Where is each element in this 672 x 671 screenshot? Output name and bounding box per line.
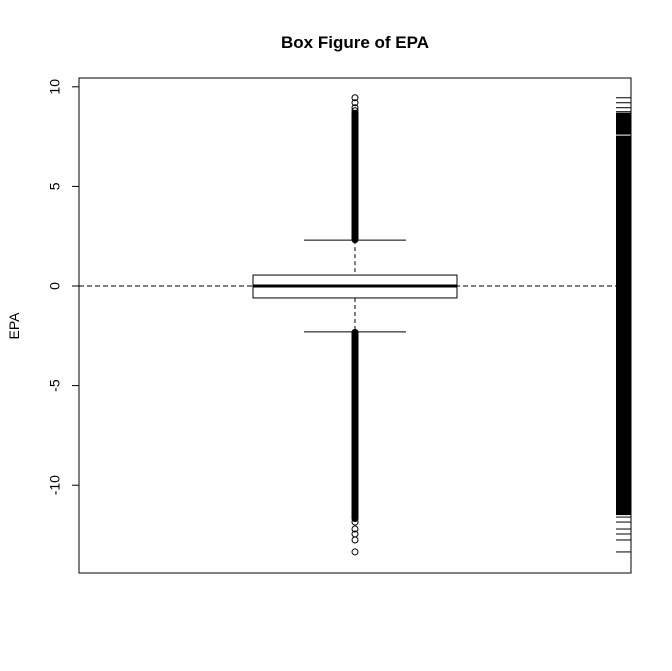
outlier-point bbox=[351, 94, 359, 102]
box-layer bbox=[252, 239, 458, 333]
y-tick-label: 5 bbox=[47, 182, 63, 190]
outlier-point bbox=[351, 104, 359, 112]
outlier-band bbox=[351, 109, 359, 244]
outlier-point bbox=[351, 536, 359, 544]
y-tick-label: 10 bbox=[47, 79, 63, 95]
outlier-point bbox=[351, 99, 359, 107]
y-tick-label: 0 bbox=[47, 282, 63, 290]
outlier-layer bbox=[351, 94, 359, 556]
outlier-point bbox=[351, 548, 359, 556]
rug-band bbox=[616, 112, 631, 135]
outlier-point bbox=[351, 518, 359, 526]
rug-band bbox=[616, 135, 631, 516]
y-tick-label: -10 bbox=[47, 475, 63, 495]
y-tick-label: -5 bbox=[47, 379, 63, 392]
chart-title: Box Figure of EPA bbox=[281, 33, 429, 52]
y-axis-title: EPA bbox=[6, 312, 22, 340]
outlier-band bbox=[351, 328, 359, 523]
outlier-point bbox=[351, 107, 359, 115]
outlier-point bbox=[351, 525, 359, 533]
rug-layer bbox=[616, 97, 631, 553]
y-axis: 10 5 0 -5 -10 bbox=[47, 79, 79, 495]
